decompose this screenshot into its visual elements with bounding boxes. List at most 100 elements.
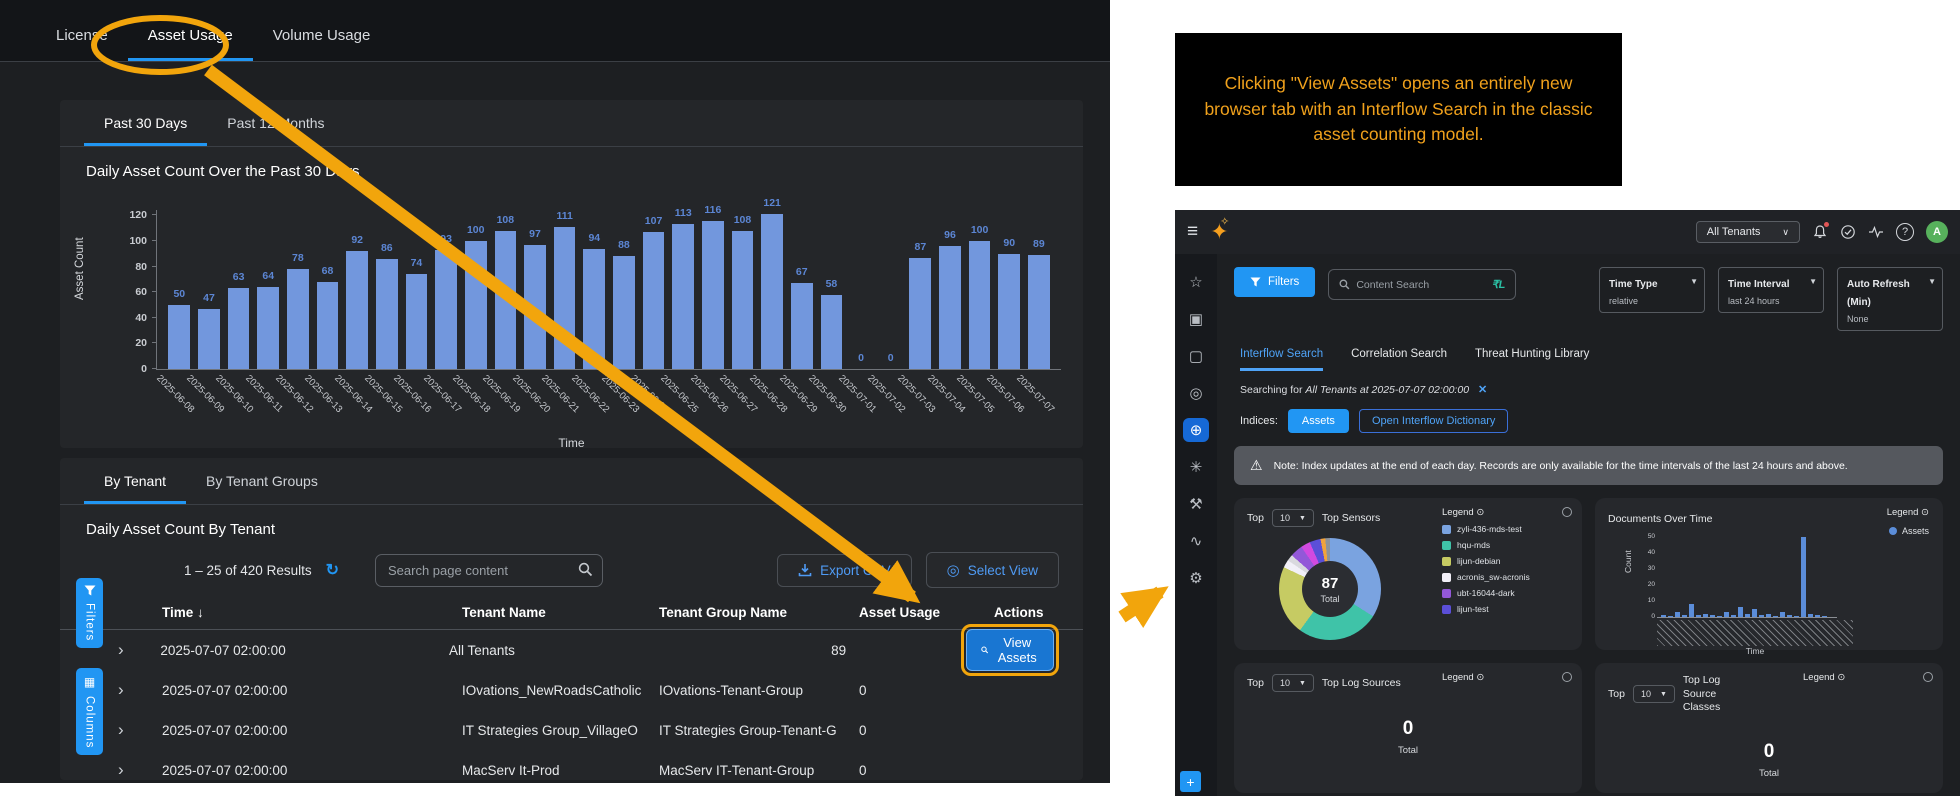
robot-icon[interactable]: ⚒ xyxy=(1189,496,1203,513)
time-interval-dropdown[interactable]: Time Interval last 24 hours ▼ xyxy=(1718,267,1824,313)
bag-icon[interactable]: ▢ xyxy=(1188,348,1204,365)
card-options-icon[interactable] xyxy=(1562,507,1572,517)
content-search-box[interactable]: Content Search ₹L xyxy=(1328,269,1517,300)
bar[interactable] xyxy=(494,231,517,369)
help-icon[interactable]: ? xyxy=(1896,223,1914,241)
tab-asset-usage[interactable]: Asset Usage xyxy=(127,15,253,61)
col-header-tenant-name[interactable]: Tenant Name xyxy=(462,605,546,620)
bar[interactable] xyxy=(346,251,368,369)
tab-past-12-months[interactable]: Past 12 Months xyxy=(227,115,325,131)
bar[interactable] xyxy=(464,241,487,369)
filters-button[interactable]: Filters xyxy=(1234,267,1316,297)
bar[interactable] xyxy=(642,232,665,369)
top-count-select[interactable]: 10 ▼ xyxy=(1271,674,1314,692)
bar[interactable] xyxy=(731,231,754,369)
bar[interactable] xyxy=(168,305,191,369)
bar[interactable] xyxy=(524,245,546,369)
legend-toggle-icon[interactable]: ⊙ xyxy=(1921,507,1929,518)
legend-toggle-icon[interactable]: ⊙ xyxy=(1476,507,1485,518)
tab-by-tenant[interactable]: By Tenant xyxy=(84,458,187,504)
bar[interactable] xyxy=(613,256,635,369)
tenant-selector[interactable]: All Tenants ∨ xyxy=(1695,221,1800,243)
tab-past-30-days[interactable]: Past 30 Days xyxy=(84,100,208,146)
select-view-button[interactable]: ◎ Select View xyxy=(925,552,1059,588)
export-csv-button[interactable]: Export CSV xyxy=(777,553,912,587)
star-icon[interactable]: ☆ xyxy=(1189,274,1203,291)
legend-toggle-icon[interactable]: ⊙ xyxy=(1837,672,1846,683)
interflow-icon[interactable]: ₹L xyxy=(1491,279,1506,291)
view-assets-button[interactable]: View Assets xyxy=(965,629,1054,671)
col-header-asset-usage[interactable]: Asset Usage xyxy=(859,605,941,620)
expand-row-icon[interactable]: › xyxy=(118,640,124,659)
assets-index-button[interactable]: Assets xyxy=(1287,409,1349,433)
bar[interactable] xyxy=(820,295,843,369)
bar[interactable] xyxy=(909,258,932,369)
search-input[interactable] xyxy=(375,553,603,587)
check-circle-icon[interactable] xyxy=(1840,224,1856,240)
card-options-icon[interactable] xyxy=(1562,672,1572,682)
bar[interactable] xyxy=(287,269,309,369)
bar[interactable] xyxy=(198,309,220,369)
legend-item[interactable]: hqu-mds xyxy=(1442,540,1552,550)
bar[interactable] xyxy=(761,214,783,369)
tab-correlation-search[interactable]: Correlation Search xyxy=(1351,348,1447,360)
bar[interactable] xyxy=(968,241,991,369)
bar[interactable] xyxy=(1028,255,1050,369)
auto-refresh-dropdown[interactable]: Auto Refresh (Min) None ▼ xyxy=(1837,267,1943,331)
col-header-time[interactable]: Time ↓ xyxy=(162,605,204,620)
radar-icon[interactable]: ◎ xyxy=(1189,385,1203,402)
legend-toggle-icon[interactable]: ⊙ xyxy=(1476,672,1485,683)
chart-icon[interactable]: ∿ xyxy=(1189,533,1203,550)
legend-item[interactable]: ubt-16044-dark xyxy=(1442,588,1552,598)
network-icon[interactable]: ✳ xyxy=(1189,459,1203,476)
media-card-icon[interactable]: ▣ xyxy=(1188,311,1204,328)
time-type-dropdown[interactable]: Time Type relative ▼ xyxy=(1599,267,1705,313)
close-icon[interactable]: ✕ xyxy=(1477,384,1488,396)
bar[interactable] xyxy=(257,287,280,369)
expand-row-icon[interactable]: › xyxy=(118,760,124,779)
target-icon[interactable]: ⊕ xyxy=(1183,418,1209,442)
menu-icon[interactable]: ≡ xyxy=(1187,221,1199,242)
legend-item[interactable]: lijun-test xyxy=(1442,604,1552,614)
top-count-select[interactable]: 10 ▼ xyxy=(1271,509,1314,527)
bar[interactable] xyxy=(227,288,250,369)
gear-icon[interactable]: ⚙ xyxy=(1189,570,1203,587)
bar[interactable] xyxy=(939,246,961,369)
bell-icon[interactable] xyxy=(1812,222,1829,240)
bar-column: 111 2025-06-21 xyxy=(540,210,582,415)
bar[interactable] xyxy=(583,249,606,369)
tab-by-tenant-groups[interactable]: By Tenant Groups xyxy=(206,473,318,489)
open-interflow-dictionary-button[interactable]: Open Interflow Dictionary xyxy=(1358,409,1509,433)
col-header-tenant-group[interactable]: Tenant Group Name xyxy=(659,605,788,620)
expand-row-icon[interactable]: › xyxy=(118,720,124,739)
activity-icon[interactable] xyxy=(1868,224,1884,240)
bar-column: 68 2025-06-13 xyxy=(303,210,345,415)
bar[interactable] xyxy=(435,250,457,369)
legend-item[interactable]: acronis_sw-acronis xyxy=(1442,572,1552,582)
download-icon xyxy=(798,564,812,577)
bar[interactable] xyxy=(790,283,813,369)
bar-value-label: 0 xyxy=(858,352,864,364)
tab-interflow-search[interactable]: Interflow Search xyxy=(1240,348,1324,371)
columns-side-button[interactable]: ▦ Columns xyxy=(76,668,103,756)
bar[interactable] xyxy=(316,282,339,369)
bar[interactable] xyxy=(405,274,428,369)
add-button[interactable]: + xyxy=(1180,771,1201,792)
bar[interactable] xyxy=(553,227,576,369)
filters-side-button[interactable]: Filters xyxy=(76,578,103,649)
tab-license[interactable]: License xyxy=(56,27,108,44)
refresh-icon[interactable]: ↻ xyxy=(325,562,339,579)
legend-item[interactable]: lijun-debian xyxy=(1442,556,1552,566)
bar[interactable] xyxy=(998,254,1021,369)
tab-threat-hunting-library[interactable]: Threat Hunting Library xyxy=(1475,348,1590,360)
user-avatar[interactable]: A xyxy=(1926,221,1948,243)
legend-item[interactable]: zyli-436-mds-test xyxy=(1442,524,1552,534)
tab-volume-usage[interactable]: Volume Usage xyxy=(272,27,371,44)
top-count-select[interactable]: 10 ▼ xyxy=(1632,685,1675,704)
y-tick-mark xyxy=(152,316,157,318)
card-options-icon[interactable] xyxy=(1923,672,1933,682)
bar[interactable] xyxy=(672,224,695,369)
expand-row-icon[interactable]: › xyxy=(118,680,124,699)
bar[interactable] xyxy=(375,259,398,369)
bar[interactable] xyxy=(702,221,724,369)
